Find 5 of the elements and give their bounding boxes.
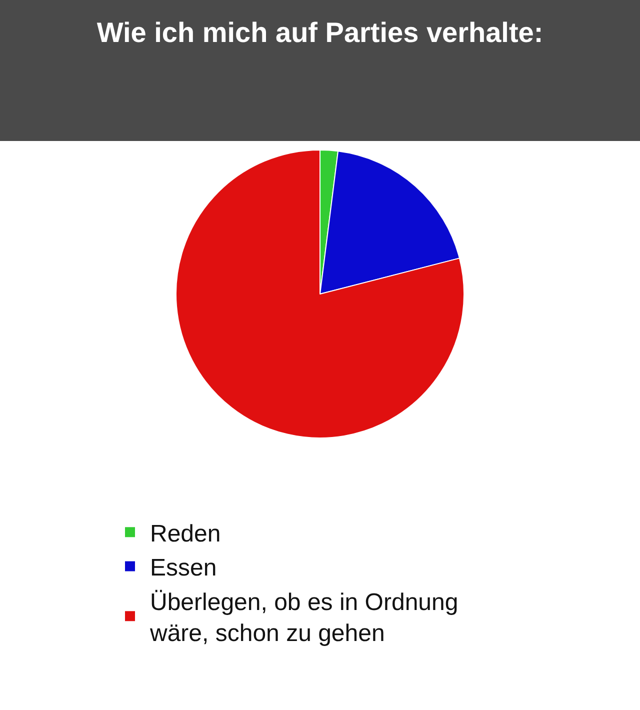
chart-title: Wie ich mich auf Parties verhalte: (96, 16, 544, 48)
legend-label: Reden (150, 520, 221, 548)
pie-slice (176, 150, 464, 438)
legend-label: Überlegen, ob es in Ordnung wäre, schon zu gehen (149, 588, 458, 648)
legend-label: Essen (150, 554, 217, 582)
